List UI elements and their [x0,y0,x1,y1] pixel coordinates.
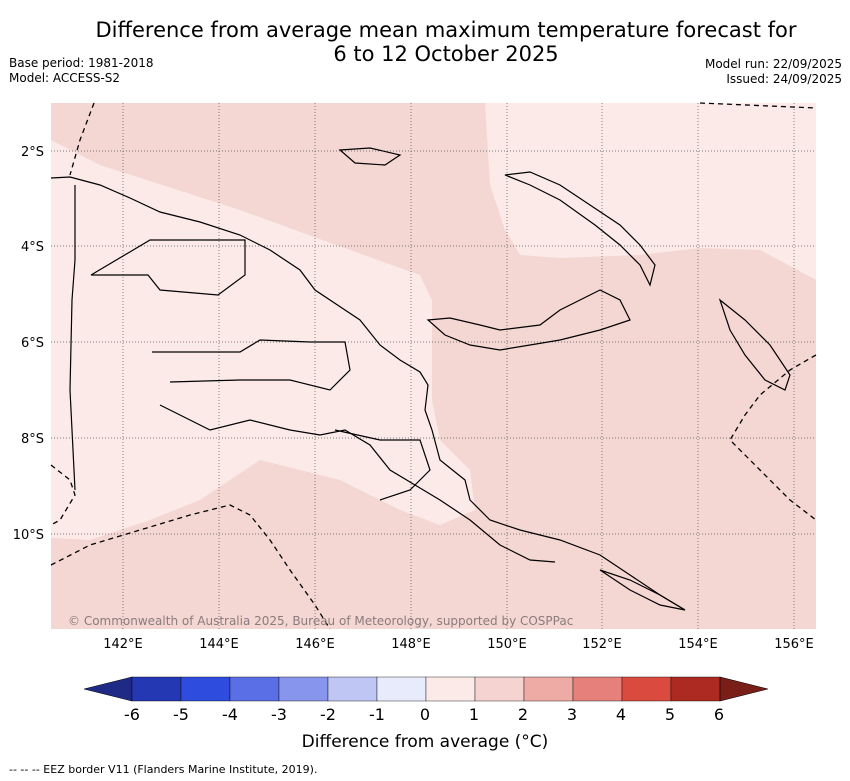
border-west [69,185,76,491]
lat-label: 6°S [21,336,44,351]
south-islands [599,569,686,611]
colorbar-extend-low [83,676,133,702]
lat-label: 4°S [21,240,44,255]
colorbar-swatch [425,676,476,702]
mainland-south-coast [159,404,556,563]
meta-left: Base period: 1981-2018 Model: ACCESS-S2 [9,56,154,86]
title-line-2: 6 to 12 October 2025 [333,42,559,66]
issued-date: Issued: 24/09/2025 [726,72,842,86]
new-britain-island [426,289,631,351]
lon-label: 142°E [103,637,143,652]
meta-right: Model run: 22/09/2025 Issued: 24/09/2025 [705,57,842,87]
title-line-1: Difference from average mean maximum tem… [95,18,797,42]
colorbar-tick: -2 [320,705,336,724]
lat-label: 8°S [21,432,44,447]
manus-island [338,147,402,166]
mainland-north-coast [50,176,686,611]
lon-label: 152°E [582,637,622,652]
colorbar-tick: -6 [124,705,140,724]
model-run: Model run: 22/09/2025 [704,57,842,71]
attribution-text: © Commonwealth of Australia 2025, Bureau… [68,614,574,628]
colorbar-tick: -4 [222,705,238,724]
eez-north-west [69,102,95,176]
colorbar-tick: 6 [713,705,725,724]
eez-south [50,504,331,630]
lon-label: 146°E [295,637,335,652]
base-period: Base period: 1981-2018 [9,56,154,70]
colorbar-swatch [572,676,623,702]
colorbar-tick: -5 [173,705,189,724]
colorbar-title: Difference from average (°C) [301,732,549,752]
lon-label: 156°E [774,637,814,652]
colorbar-tick: -3 [271,705,287,724]
lon-label: 144°E [199,637,239,652]
chart-title: Difference from average mean maximum tem… [0,18,850,66]
eez-footnote: -- -- -- EEZ border V11 (Flanders Marine… [9,763,318,776]
colorbar-swatch [474,676,525,702]
colorbar-tick: 4 [615,705,627,724]
colorbar-tick: 2 [517,705,529,724]
colorbar-tick: 5 [664,705,676,724]
colorbar-swatch [278,676,329,702]
lon-label: 150°E [487,637,527,652]
lon-label: 148°E [391,637,431,652]
colorbar-tick: -1 [369,705,385,724]
colorbar-swatch [670,676,721,702]
colorbar-swatch [229,676,280,702]
eez-north-east [699,102,817,109]
colorbar-tick: 0 [419,705,431,724]
axis-labels: 2°S 4°S 6°S 8°S 10°S 142°E 144°E 146°E 1… [13,145,814,652]
colorbar [83,676,769,702]
province-borders-central [152,339,351,391]
colorbar-swatch [376,676,427,702]
colorbar-swatch [621,676,672,702]
graticule [51,103,816,629]
colorbar-swatch [180,676,231,702]
colorbar-tick: 1 [468,705,480,724]
colorbar-extend-high [719,676,769,702]
eez-east [729,354,817,521]
colorbar-swatch [327,676,378,702]
province-borders-west [90,239,246,296]
bougainville-island [718,298,791,391]
eez-west [50,464,76,526]
colorbar-swatch [131,676,182,702]
colorbar-swatch [523,676,574,702]
province-borders-east [334,429,431,501]
new-ireland-island [504,171,656,287]
lat-label: 2°S [21,145,44,160]
map-area [51,103,816,629]
model-name: Model: ACCESS-S2 [9,71,121,85]
colorbar-tick: 3 [566,705,578,724]
eez-borders [50,102,817,630]
coastlines [50,147,791,611]
lat-label: 10°S [13,528,44,543]
zone-pale-north [485,103,816,280]
lon-label: 154°E [678,637,718,652]
